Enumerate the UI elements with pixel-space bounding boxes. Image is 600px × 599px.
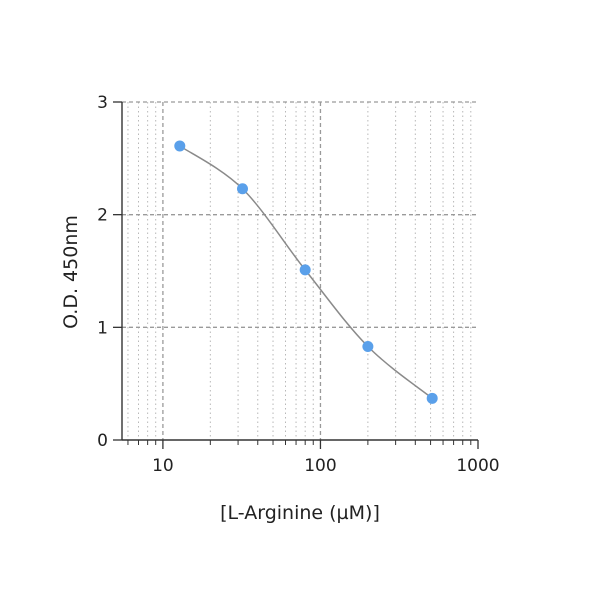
data-point bbox=[299, 264, 311, 276]
tick-marks bbox=[113, 101, 479, 449]
y-tick-label: 2 bbox=[97, 206, 108, 226]
y-tick-label: 0 bbox=[97, 431, 108, 451]
y-axis-label: O.D. 450nm bbox=[60, 215, 82, 329]
x-tick-label: 10 bbox=[152, 456, 174, 476]
x-axis-label: [L-Arginine (µM)] bbox=[220, 502, 380, 524]
x-tick-label: 100 bbox=[304, 456, 336, 476]
x-tick-label: 1000 bbox=[456, 456, 499, 476]
data-point bbox=[362, 340, 374, 352]
tick-labels: 10 100 1000 0 1 2 3 bbox=[97, 93, 499, 476]
data-points bbox=[174, 140, 438, 404]
y-tick-label: 1 bbox=[97, 318, 108, 338]
y-tick-label: 3 bbox=[97, 93, 108, 113]
data-point bbox=[236, 183, 248, 195]
data-point bbox=[174, 140, 186, 152]
axes bbox=[121, 102, 478, 441]
major-gridlines bbox=[122, 101, 478, 440]
data-point bbox=[426, 392, 438, 404]
